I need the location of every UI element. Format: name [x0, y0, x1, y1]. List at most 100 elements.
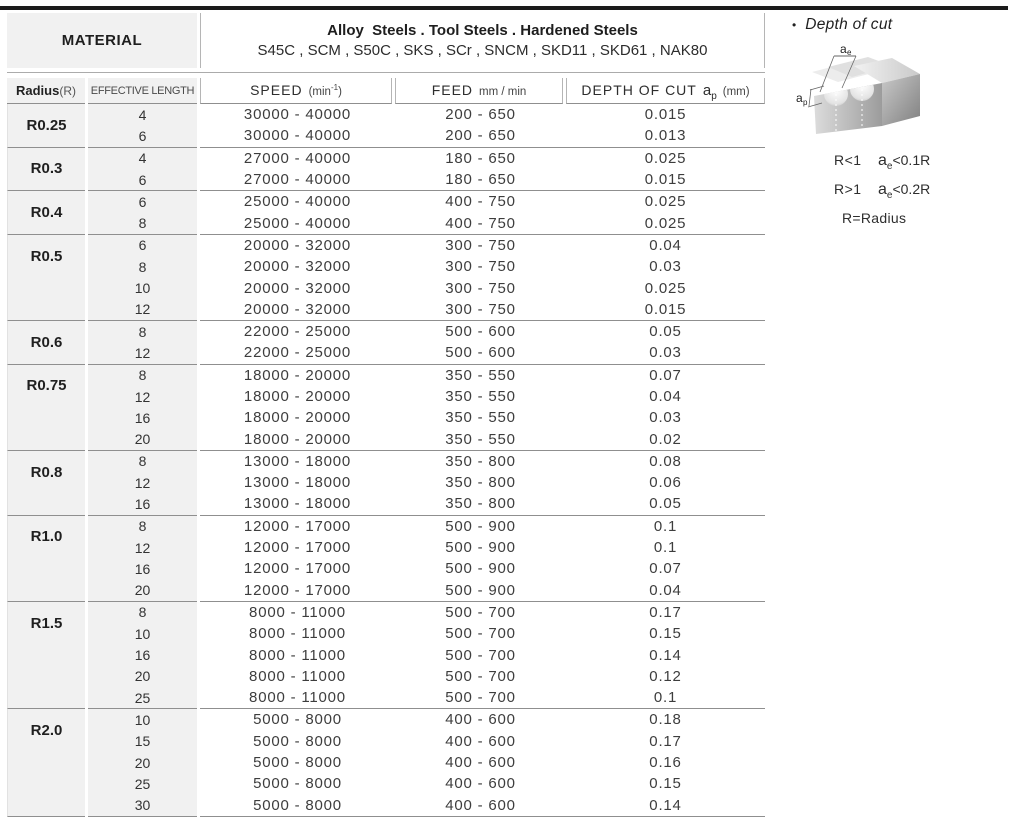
radius-group: R1.5 8 10 16 20 25 8000 - 11000 500 - 700 0.17…	[7, 601, 765, 710]
radius-label: R1.0	[30, 528, 63, 546]
depth-value: 0.17	[649, 732, 682, 750]
top-rule-bar	[0, 6, 1008, 10]
feed-value: 350 - 550	[445, 366, 516, 384]
speed-value: 22000 - 25000	[243, 344, 352, 362]
column-gutter	[85, 191, 88, 235]
table-row: 22000 - 25000 500 - 600 0.03	[200, 342, 765, 363]
feed-value: 500 - 700	[445, 646, 516, 664]
effective-length-value: 8	[138, 258, 147, 275]
speed-header-unit: (min-1)	[308, 83, 342, 98]
depth-value: 0.015	[644, 300, 687, 318]
column-gutter	[85, 364, 88, 451]
radius-label-box: R0.4	[8, 191, 85, 234]
ap-label-var: a	[796, 91, 803, 105]
radius-label-box: R0.5	[8, 235, 85, 278]
table-row: 30000 - 40000 200 - 650 0.015	[200, 104, 765, 125]
data-rows: 25000 - 40000 400 - 750 0.025 25000 - 40000…	[200, 191, 765, 235]
column-gutter	[197, 450, 200, 516]
depth-header-label: DEPTH OF CUT	[581, 82, 697, 98]
table-row: 5000 - 8000 400 - 600 0.15	[200, 773, 765, 794]
data-rows: 8000 - 11000 500 - 700 0.17 8000 - 11000 500…	[200, 602, 765, 710]
depth-column-header: DEPTH OF CUT ap (mm)	[566, 78, 765, 104]
feed-value: 500 - 600	[445, 323, 516, 341]
data-rows: 22000 - 25000 500 - 600 0.05 22000 - 25000 5…	[200, 321, 765, 365]
radius-label: R0.5	[30, 247, 63, 265]
effective-length-column: 6 8 10 12	[88, 234, 197, 321]
column-gutter	[197, 147, 200, 192]
depth-value: 0.07	[649, 560, 682, 578]
radius-cell: R0.4	[7, 191, 85, 235]
table-row: 18000 - 20000 350 - 550 0.07	[200, 365, 765, 386]
feed-value: 200 - 650	[445, 106, 516, 124]
feed-value: 400 - 600	[445, 796, 516, 814]
depth-value: 0.15	[649, 775, 682, 793]
feed-value: 350 - 550	[445, 409, 516, 427]
depth-value: 0.07	[649, 366, 682, 384]
depth-value: 0.02	[649, 430, 682, 448]
effective-length-value: 4	[138, 150, 147, 167]
column-gutter	[85, 450, 88, 516]
effective-length-value: 10	[134, 280, 151, 297]
feed-value: 500 - 700	[445, 689, 516, 707]
depth-value: 0.1	[653, 539, 678, 557]
column-header-row: Radius (R) EFFECTIVE LENGTH SPEED (min-1)…	[7, 78, 765, 104]
effective-length-value: 16	[134, 560, 151, 577]
effective-length-value: 10	[134, 625, 151, 642]
feed-value: 300 - 750	[445, 279, 516, 297]
ap-connector	[808, 88, 812, 107]
table-row: 13000 - 18000 350 - 800 0.08	[200, 451, 765, 472]
ae-label-sub: e	[847, 48, 852, 57]
table-row: 13000 - 18000 350 - 800 0.05	[200, 493, 765, 514]
column-gutter	[85, 147, 88, 192]
speed-value: 8000 - 11000	[249, 667, 346, 685]
data-rows: 27000 - 40000 180 - 650 0.025 27000 - 40000…	[200, 148, 765, 192]
column-gutter	[197, 515, 200, 602]
diagram-block-top	[854, 58, 920, 83]
speed-value: 12000 - 17000	[243, 581, 352, 599]
speed-value: 18000 - 20000	[243, 366, 352, 384]
effective-length-column: 8 12	[88, 320, 197, 365]
radius-cell: R2.0	[7, 709, 85, 817]
depth-value: 0.025	[644, 214, 687, 232]
feed-value: 500 - 900	[445, 581, 516, 599]
speed-value: 20000 - 32000	[243, 258, 352, 276]
effective-length-value: 6	[138, 193, 147, 210]
feed-value: 500 - 700	[445, 603, 516, 621]
table-row: 8000 - 11000 500 - 700 0.15	[200, 623, 765, 644]
effective-length-value: 15	[134, 733, 151, 750]
radius-definition: R=Radius	[842, 210, 907, 227]
feed-value: 400 - 750	[445, 193, 516, 211]
ae-label-var: a	[840, 42, 847, 56]
table-row: 27000 - 40000 180 - 650 0.015	[200, 169, 765, 190]
column-gutter	[85, 104, 88, 148]
radius-label: R1.5	[30, 614, 63, 632]
ae-symbol: ae	[878, 152, 893, 173]
feed-value: 400 - 600	[445, 775, 516, 793]
effective-length-value: 25	[134, 689, 151, 706]
diagram-block-side	[882, 74, 920, 126]
effective-length-value: 8	[138, 604, 147, 621]
column-gutter	[197, 191, 200, 235]
data-rows: 20000 - 32000 300 - 750 0.04 20000 - 32000 3…	[200, 235, 765, 321]
table-row: 12000 - 17000 500 - 900 0.07	[200, 558, 765, 579]
table-row: 20000 - 32000 300 - 750 0.03	[200, 256, 765, 277]
speed-column-header: SPEED (min-1)	[200, 78, 392, 104]
radius-label-box: R0.8	[8, 451, 85, 494]
table-row: 5000 - 8000 400 - 600 0.14	[200, 795, 765, 816]
depth-value: 0.05	[649, 495, 682, 513]
feed-column-header: FEED mm / min	[395, 78, 563, 104]
data-column-headers: SPEED (min-1) FEED mm / min DEPTH OF CUT…	[200, 78, 765, 104]
table-row: 12000 - 17000 500 - 900 0.1	[200, 516, 765, 537]
column-gutter	[85, 515, 88, 602]
speed-value: 22000 - 25000	[243, 323, 352, 341]
effective-length-value: 30	[134, 797, 151, 814]
table-row: 12000 - 17000 500 - 900 0.04	[200, 580, 765, 601]
effective-length-value: 12	[134, 301, 151, 318]
radius-cell: R0.75	[7, 364, 85, 451]
speed-value: 27000 - 40000	[243, 149, 352, 167]
depth-value: 0.05	[649, 323, 682, 341]
